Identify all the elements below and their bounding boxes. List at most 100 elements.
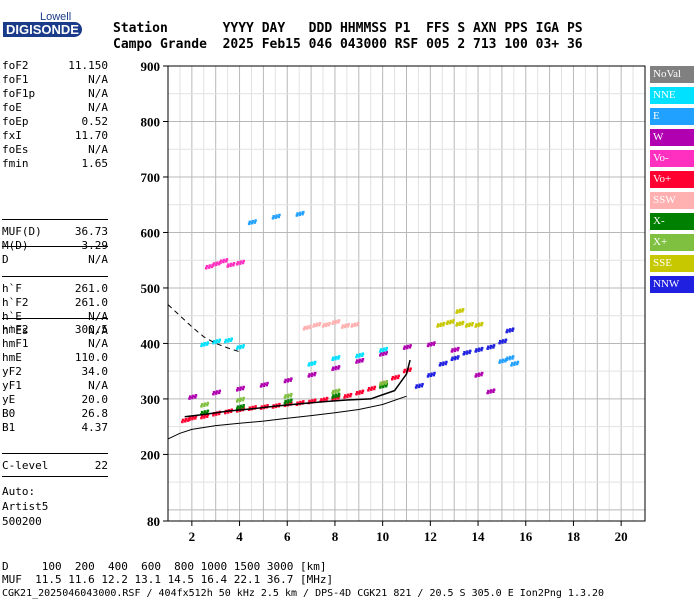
data-point-w [212, 390, 216, 394]
data-point-nnw [468, 349, 472, 353]
param-row-fof1: foF1 N/A [2, 73, 108, 87]
data-point-nnw [492, 346, 495, 349]
data-point-w [409, 344, 412, 347]
data-point-sse [452, 319, 455, 322]
data-point-vo- [219, 259, 223, 262]
data-point-sse [439, 324, 442, 328]
data-point-vo- [226, 265, 229, 268]
data-point-vo- [263, 404, 266, 408]
data-point-w [191, 396, 194, 400]
data-point-nne [308, 362, 311, 365]
data-point-vo- [214, 263, 218, 267]
data-point-sse [480, 321, 484, 325]
data-point-vo- [212, 414, 215, 417]
param-value: 261.0 [74, 296, 108, 309]
param-label: foF1p [2, 87, 36, 100]
legend-item-w: W [650, 129, 694, 146]
data-point-w [311, 372, 314, 376]
data-point-nne [227, 338, 231, 341]
data-point-w [427, 342, 430, 346]
data-point-w [381, 353, 385, 356]
y-tick-label: 300 [141, 392, 161, 407]
param-label: hmE [2, 351, 22, 364]
param-label: C-level [2, 459, 49, 472]
data-point-e [251, 219, 254, 223]
data-point-sse [458, 310, 461, 314]
data-point-nnw [420, 384, 424, 388]
data-point-nnw [415, 384, 419, 387]
data-point-vo- [235, 410, 239, 413]
data-point-ssw [343, 325, 347, 329]
data-point-w [239, 386, 243, 389]
data-point-ssw [302, 328, 306, 331]
data-point-nne [379, 350, 382, 353]
data-point-x- [242, 396, 245, 400]
data-point-x- [205, 403, 209, 407]
data-point-sse [442, 323, 445, 327]
data-point-w [310, 374, 313, 378]
data-point-vo- [402, 370, 406, 374]
data-point-x- [334, 391, 337, 394]
data-point-x- [332, 394, 335, 397]
data-point-nnw [477, 349, 480, 353]
data-point-nne [224, 338, 228, 342]
data-point-vo- [191, 417, 194, 421]
data-point-vo- [230, 262, 233, 266]
data-point-nnw [506, 328, 509, 332]
data-point-x- [334, 393, 338, 397]
data-point-x- [334, 395, 337, 399]
data-point-vo- [358, 390, 362, 393]
data-point-ssw [337, 321, 340, 324]
param-row-fof2: foF2 11.150 [2, 59, 108, 73]
data-point-nne [239, 344, 243, 348]
data-point-w [263, 382, 266, 386]
data-point-e [498, 361, 501, 364]
data-point-w [480, 373, 483, 377]
data-point-nne [358, 355, 361, 358]
data-point-nnw [439, 362, 442, 365]
data-point-vo- [242, 259, 245, 263]
data-point-vo- [343, 396, 346, 399]
data-point-e [302, 210, 305, 214]
data-point-vo- [337, 397, 340, 400]
data-point-vo- [204, 266, 208, 270]
data-point-vo- [229, 410, 233, 413]
data-point-x- [203, 402, 207, 405]
data-point-e [499, 359, 502, 362]
data-point-w [405, 346, 409, 350]
data-point-vo- [181, 418, 185, 422]
panel-separator [2, 476, 108, 477]
data-point-sse [461, 320, 465, 324]
data-point-x- [206, 409, 210, 413]
data-point-w [382, 351, 386, 354]
data-point-x- [235, 407, 239, 410]
data-point-e [501, 358, 505, 362]
param-value: N/A [88, 253, 108, 266]
data-point-nne [200, 342, 204, 346]
param-row-d: D N/A [2, 253, 108, 267]
data-point-sse [456, 322, 459, 325]
data-point-w [384, 352, 388, 356]
data-point-nnw [432, 373, 435, 377]
data-point-e [254, 219, 257, 222]
param-value: 11.150 [68, 59, 108, 72]
data-point-vo- [373, 385, 377, 389]
data-point-nne [307, 364, 311, 367]
data-point-x- [236, 405, 240, 408]
param-label: yF1 [2, 379, 22, 392]
data-point-ssw [331, 322, 334, 325]
param-label: hmF1 [2, 337, 29, 350]
data-point-nne [358, 353, 362, 356]
data-point-ssw [356, 323, 359, 327]
data-point-w [492, 390, 495, 393]
data-point-w [379, 354, 382, 357]
param-label: foE [2, 101, 22, 114]
data-point-e [274, 216, 278, 219]
data-point-sse [461, 308, 465, 311]
data-point-nnw [457, 355, 460, 358]
param-row-fof1p: foF1p N/A [2, 87, 108, 101]
data-point-w [489, 389, 493, 392]
param-label: h`F2 [2, 296, 29, 309]
profile-lower-line [167, 395, 407, 440]
